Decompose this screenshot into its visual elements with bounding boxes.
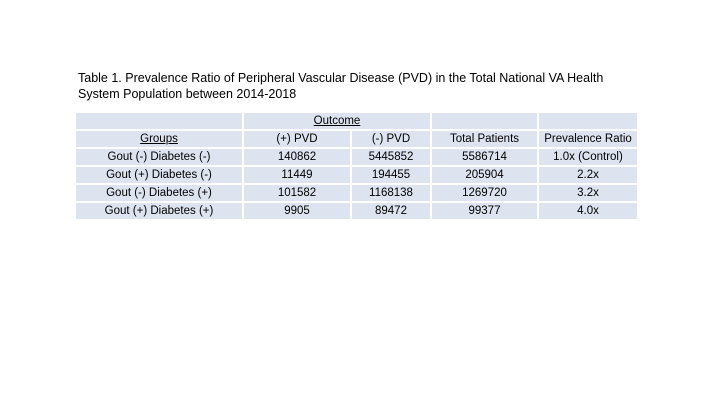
table-row: Gout (-) Diabetes (-) 140862 5445852 558671…	[76, 149, 637, 165]
spacer-cell	[432, 113, 537, 129]
cell-ratio: 2.2x	[539, 167, 637, 183]
table-row: Gout (+) Diabetes (-) 11449 194455 205904 2.…	[76, 167, 637, 183]
column-header-pvd-positive: (+) PVD	[244, 131, 350, 147]
column-header-pvd-negative: (-) PVD	[352, 131, 430, 147]
column-header-row: Groups (+) PVD (-) PVD Total Patients Pr…	[76, 131, 637, 147]
cell-total: 205904	[432, 167, 537, 183]
cell-ratio: 3.2x	[539, 185, 637, 201]
table-caption: Table 1. Prevalence Ratio of Peripheral …	[78, 71, 604, 101]
cell-pvd-pos: 9905	[244, 203, 350, 219]
cell-group: Gout (-) Diabetes (+)	[76, 185, 242, 201]
cell-pvd-neg: 1168138	[352, 185, 430, 201]
table-row: Gout (+) Diabetes (+) 9905 89472 99377 4.0x	[76, 203, 637, 219]
outcome-header-row: Outcome	[76, 113, 637, 129]
spacer-cell	[539, 113, 637, 129]
spacer-cell	[76, 113, 242, 129]
cell-total: 5586714	[432, 149, 537, 165]
cell-group: Gout (+) Diabetes (+)	[76, 203, 242, 219]
cell-ratio: 4.0x	[539, 203, 637, 219]
table-row: Gout (-) Diabetes (+) 101582 1168138 126972…	[76, 185, 637, 201]
cell-pvd-neg: 194455	[352, 167, 430, 183]
outcome-header-cell: Outcome	[244, 113, 430, 129]
cell-pvd-neg: 89472	[352, 203, 430, 219]
cell-total: 99377	[432, 203, 537, 219]
column-header-groups: Groups	[76, 131, 242, 147]
cell-group: Gout (+) Diabetes (-)	[76, 167, 242, 183]
table-body: Outcome Groups (+) PVD (-) PVD Total Pat…	[76, 113, 637, 219]
cell-group: Gout (-) Diabetes (-)	[76, 149, 242, 165]
cell-ratio: 1.0x (Control)	[539, 149, 637, 165]
cell-pvd-neg: 5445852	[352, 149, 430, 165]
cell-pvd-pos: 101582	[244, 185, 350, 201]
column-header-total-patients: Total Patients	[432, 131, 537, 147]
cell-total: 1269720	[432, 185, 537, 201]
column-header-prevalence-ratio: Prevalence Ratio	[539, 131, 637, 147]
cell-pvd-pos: 11449	[244, 167, 350, 183]
prevalence-table: Outcome Groups (+) PVD (-) PVD Total Pat…	[74, 111, 639, 221]
cell-pvd-pos: 140862	[244, 149, 350, 165]
